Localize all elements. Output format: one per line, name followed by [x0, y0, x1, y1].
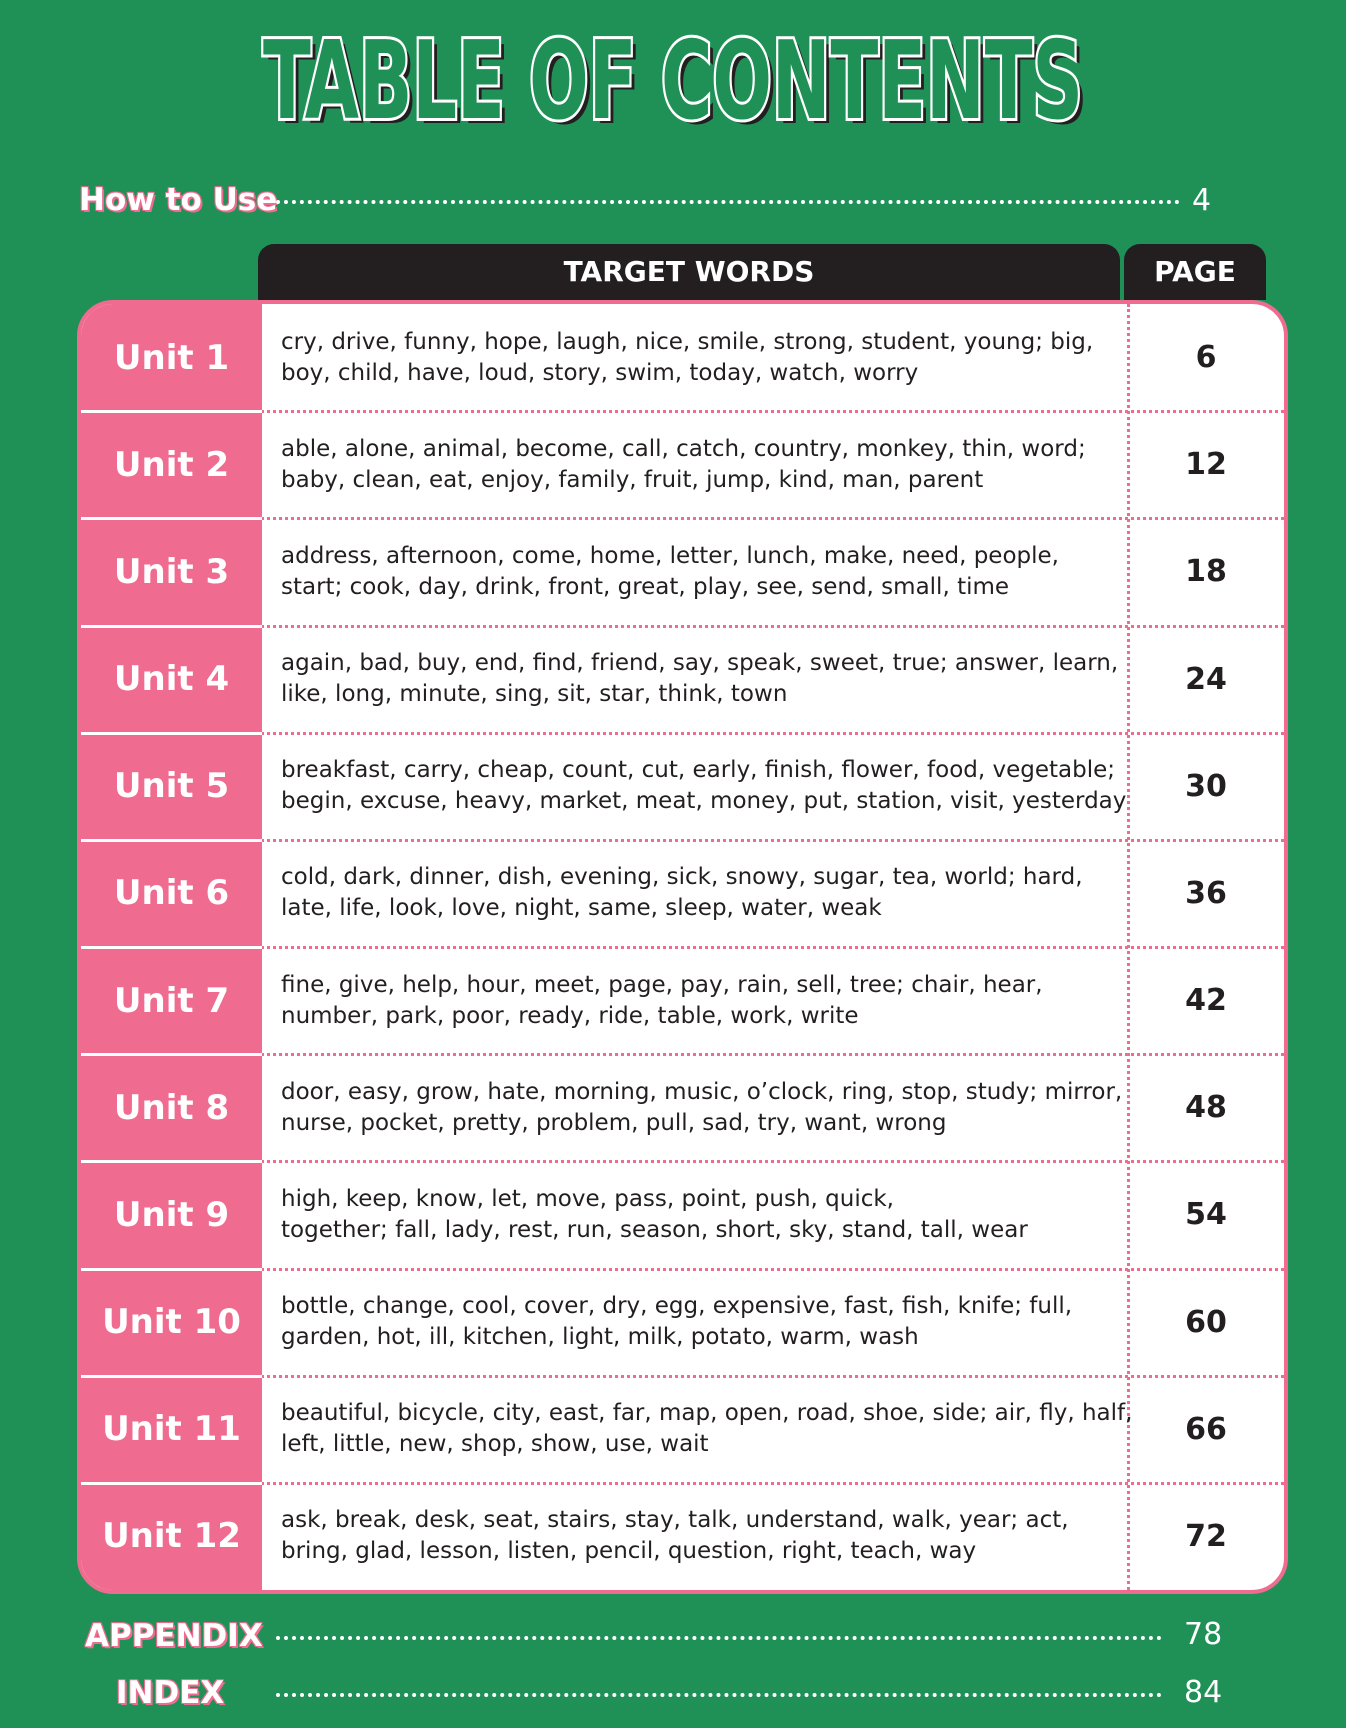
unit-divider	[81, 1481, 262, 1485]
unit-label: Unit 4	[81, 625, 262, 733]
target-words: address, afternoon, come, home, letter, …	[281, 518, 1059, 625]
row-divider	[81, 1053, 1284, 1057]
row-divider	[81, 1374, 1284, 1378]
target-words: cry, drive, funny, hope, laugh, nice, sm…	[281, 304, 1093, 411]
unit-label: Unit 12	[81, 1482, 262, 1590]
title-shadow: TABLE OF CONTENTS	[268, 24, 1088, 140]
unit-divider	[81, 1267, 262, 1271]
words-line: start; cook, day, drink, front, great, p…	[281, 573, 1010, 600]
page-number: 84	[1184, 1675, 1223, 1710]
unit-label: Unit 7	[81, 947, 262, 1055]
words-line: again, bad, buy, end, find, friend, say,…	[281, 650, 1119, 677]
page-number: 6	[1195, 340, 1217, 376]
words-line: cold, dark, dinner, dish, evening, sick,…	[281, 864, 1083, 891]
target-words: bottle, change, cool, cover, dry, egg, e…	[281, 1269, 1072, 1376]
title-svg: TABLE OF CONTENTS TABLE OF CONTENTS	[260, 16, 1088, 140]
appendix: APPENDIX	[85, 1618, 263, 1654]
words-line: bottle, change, cool, cover, dry, egg, e…	[281, 1293, 1073, 1320]
unit-label: Unit 8	[81, 1054, 262, 1162]
words-line: boy, child, have, loud, story, swim, tod…	[281, 359, 919, 386]
unit-divider	[81, 838, 262, 842]
row-divider	[81, 731, 1284, 735]
words-line: breakfast, carry, cheap, count, cut, ear…	[281, 757, 1116, 784]
page-number: 78	[1184, 1617, 1223, 1652]
unit-label: Unit 3	[81, 518, 262, 626]
words-line: cry, drive, funny, hope, laugh, nice, sm…	[281, 328, 1094, 355]
words-line: number, park, poor, ready, ride, table, …	[281, 1002, 859, 1029]
page-number: 48	[1185, 1090, 1227, 1126]
row-divider	[81, 624, 1284, 628]
words-line: high, keep, know, let, move, pass, point…	[281, 1185, 894, 1212]
unit-divider	[81, 1160, 262, 1164]
words-line: garden, hot, ill, kitchen, light, milk, …	[281, 1324, 919, 1351]
row-divider	[81, 946, 1284, 949]
page-number: 24	[1185, 661, 1227, 697]
unit-divider	[81, 946, 262, 949]
leader	[276, 1693, 1162, 1697]
how-to-use: How to Use	[79, 182, 278, 218]
page-number: 12	[1185, 447, 1227, 483]
page-number: 54	[1185, 1197, 1227, 1233]
unit-label: Unit 9	[81, 1161, 262, 1269]
row-divider	[81, 838, 1284, 842]
words-line: together; fall, lady, rest, run, season,…	[281, 1216, 1028, 1243]
unit-divider	[81, 517, 262, 521]
target-words: cold, dark, dinner, dish, evening, sick,…	[281, 840, 1083, 947]
page-number: 30	[1185, 768, 1227, 804]
words-line: able, alone, animal, become, call, catch…	[281, 435, 1086, 462]
row-divider	[81, 1160, 1284, 1164]
leader	[276, 200, 1180, 204]
row-divider	[81, 1267, 1284, 1271]
page-number: 42	[1185, 983, 1227, 1019]
unit-label: Unit 10	[81, 1268, 262, 1376]
words-line: ask, break, desk, seat, stairs, stay, ta…	[281, 1507, 1069, 1534]
column-header: PAGE	[1124, 244, 1266, 300]
page-number: 36	[1185, 875, 1227, 911]
unit-divider	[81, 1053, 262, 1057]
page-number: 60	[1185, 1304, 1227, 1340]
row-divider	[81, 517, 1284, 521]
unit-label: Unit 6	[81, 839, 262, 947]
row-divider	[81, 410, 1284, 414]
words-line: fine, give, help, hour, meet, page, pay,…	[281, 971, 1043, 998]
words-line: baby, clean, eat, enjoy, family, fruit, …	[281, 466, 984, 493]
page-number: 18	[1185, 554, 1227, 590]
unit-divider	[81, 624, 262, 628]
target-words: fine, give, help, hour, meet, page, pay,…	[281, 947, 1043, 1054]
page-number: 72	[1185, 1518, 1227, 1554]
target-words: high, keep, know, let, move, pass, point…	[281, 1161, 1028, 1268]
words-line: beautiful, bicycle, city, east, far, map…	[281, 1400, 1133, 1427]
words-line: left, little, new, shop, show, use, wait	[281, 1431, 709, 1458]
unit-label: Unit 11	[81, 1375, 262, 1483]
title: TABLE OF CONTENTS	[263, 19, 1083, 140]
leader	[276, 1636, 1162, 1640]
unit-divider	[81, 1374, 262, 1378]
target-words: breakfast, carry, cheap, count, cut, ear…	[281, 733, 1126, 840]
index: INDEX	[116, 1675, 225, 1711]
words-line: door, easy, grow, hate, morning, music, …	[281, 1078, 1123, 1105]
unit-label: Unit 2	[81, 411, 262, 519]
words-line: nurse, pocket, pretty, problem, pull, sa…	[281, 1109, 947, 1136]
target-words: door, easy, grow, hate, morning, music, …	[281, 1054, 1122, 1161]
target-words: again, bad, buy, end, find, friend, say,…	[281, 626, 1118, 733]
target-words: able, alone, animal, become, call, catch…	[281, 411, 1086, 518]
target-words: ask, break, desk, seat, stairs, stay, ta…	[281, 1483, 1069, 1590]
words-line: bring, glad, lesson, listen, pencil, que…	[281, 1538, 977, 1565]
page-number: 66	[1185, 1411, 1227, 1447]
words-line: like, long, minute, sing, sit, star, thi…	[281, 681, 788, 708]
unit-divider	[81, 410, 262, 414]
unit-label: Unit 5	[81, 732, 262, 840]
column-header: TARGET WORDS	[258, 244, 1120, 300]
words-line: address, afternoon, come, home, letter, …	[281, 542, 1059, 569]
target-words: beautiful, bicycle, city, east, far, map…	[281, 1376, 1132, 1483]
words-line: begin, excuse, heavy, market, meat, mone…	[281, 788, 1127, 815]
words-line: late, life, look, love, night, same, sle…	[281, 895, 882, 922]
unit-divider	[81, 731, 262, 735]
unit-label: Unit 1	[81, 304, 262, 412]
toc-table: Unit 1 cry, drive, funny, hope, laugh, ni…	[77, 300, 1288, 1594]
page-number: 4	[1192, 183, 1212, 218]
row-divider	[81, 1481, 1284, 1485]
